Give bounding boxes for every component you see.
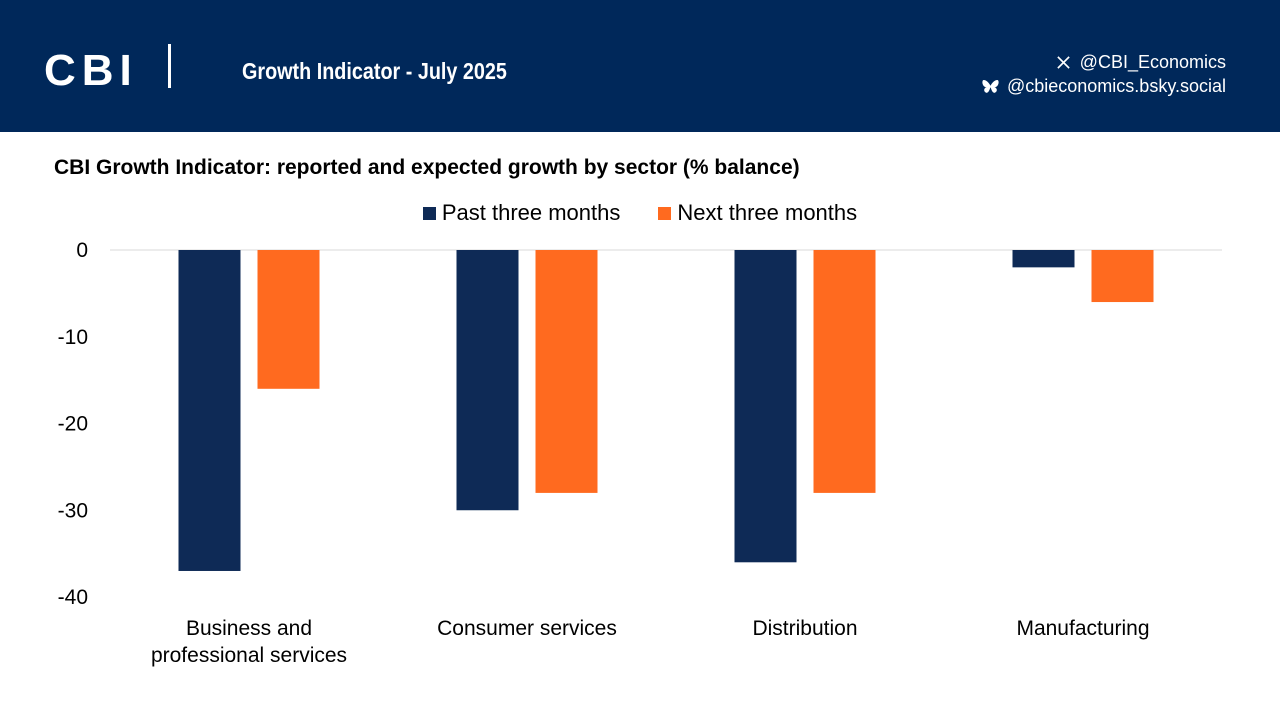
- legend-label-next: Next three months: [677, 200, 858, 225]
- bluesky-butterfly-icon: [981, 76, 1001, 96]
- y-tick-label: -30: [58, 499, 88, 522]
- bar-next: [813, 250, 876, 493]
- bar-past: [1012, 250, 1075, 268]
- x-icon: [1054, 52, 1074, 72]
- social-handles: @CBI_Economics @cbieconomics.bsky.social: [981, 50, 1226, 98]
- legend-label-past: Past three months: [441, 200, 621, 225]
- bluesky-handle: @cbieconomics.bsky.social: [1006, 76, 1226, 96]
- y-tick-label: -40: [58, 586, 88, 609]
- header-banner: CBI Growth Indicator - July 2025 @CBI_Ec…: [0, 0, 1280, 132]
- bar-next: [1091, 250, 1154, 303]
- social-x[interactable]: @CBI_Economics: [981, 50, 1226, 74]
- logo-divider: [168, 44, 171, 88]
- report-title: Growth Indicator - July 2025: [242, 58, 507, 84]
- legend-item-past: Past three months: [422, 200, 621, 226]
- x-category-label: Distribution: [752, 617, 857, 640]
- cbi-logo: CBI: [44, 44, 174, 95]
- y-tick-label: -10: [58, 326, 88, 349]
- legend-item-next: Next three months: [658, 200, 857, 226]
- legend-swatch-past: [422, 206, 436, 220]
- chart-legend: Past three months Next three months: [0, 200, 1280, 226]
- bar-past: [456, 250, 519, 511]
- legend-swatch-next: [658, 206, 672, 220]
- social-bluesky[interactable]: @cbieconomics.bsky.social: [981, 74, 1226, 98]
- y-tick-label: -20: [58, 413, 88, 436]
- y-tick-label: 0: [76, 239, 88, 262]
- x-category-label: Consumer services: [437, 617, 617, 640]
- bar-past: [734, 250, 797, 563]
- bar-next: [257, 250, 320, 389]
- bar-next: [535, 250, 598, 493]
- chart-title: CBI Growth Indicator: reported and expec…: [54, 156, 800, 179]
- x-handle: @CBI_Economics: [1079, 52, 1226, 72]
- bar-past: [178, 250, 241, 571]
- x-category-label: Business and professional services: [151, 617, 347, 667]
- logo-text: CBI: [44, 46, 138, 95]
- x-category-label: Manufacturing: [1016, 617, 1149, 640]
